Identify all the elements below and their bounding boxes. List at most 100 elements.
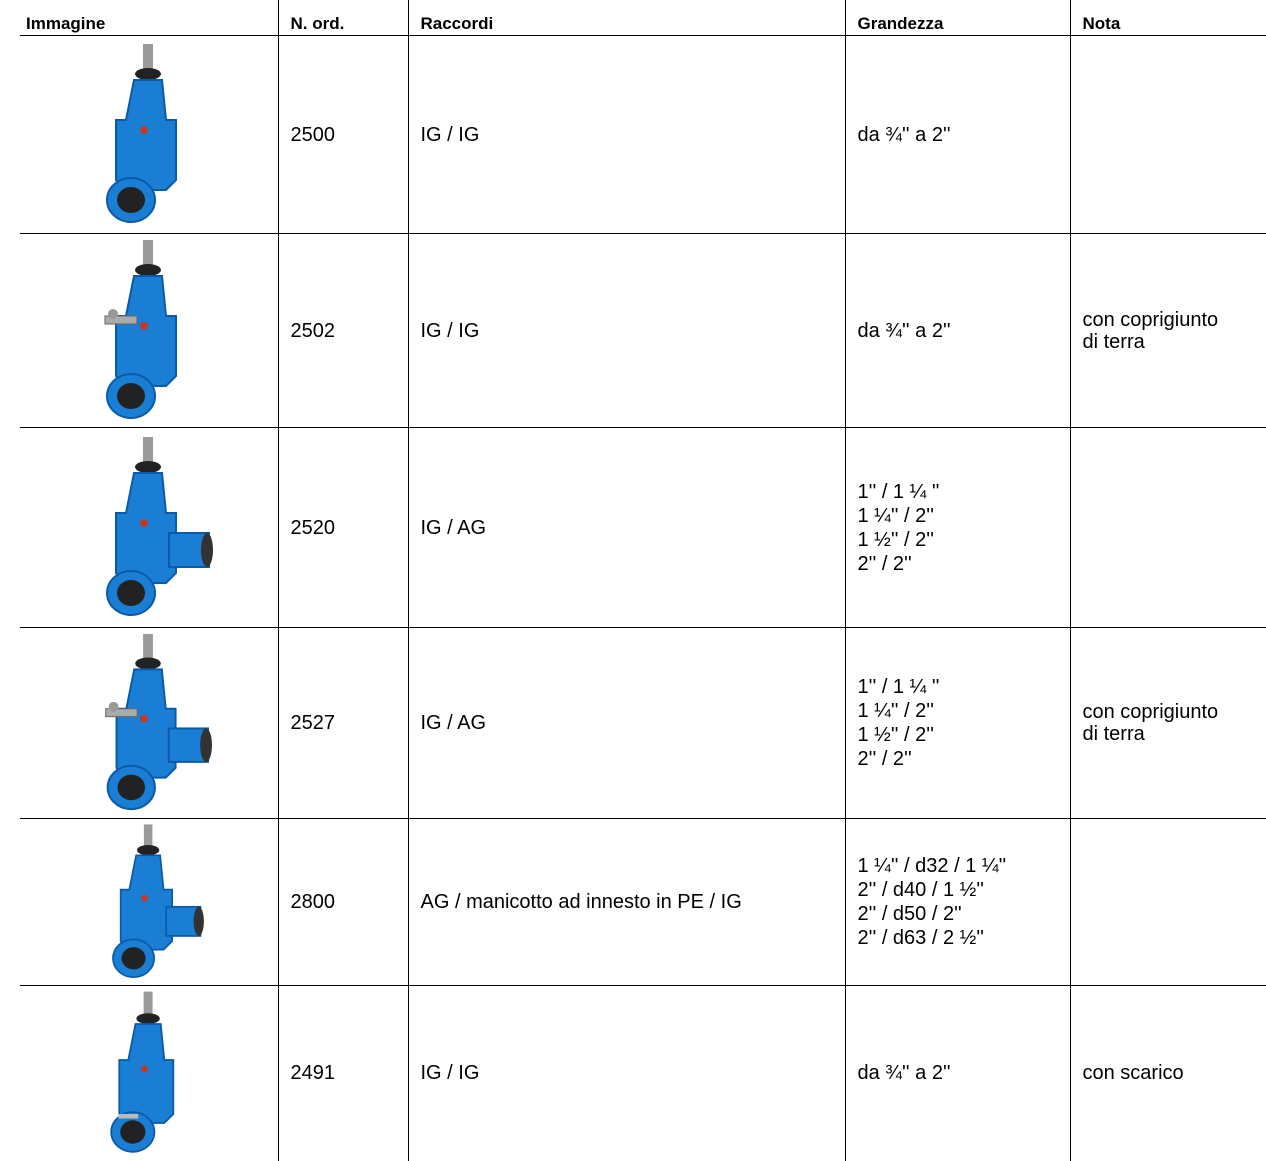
column-header: N. ord. <box>277 0 409 36</box>
valve-image <box>105 43 177 223</box>
column-header: Grandezza <box>844 0 1071 36</box>
size-cell: da ¾'' a 2'' <box>844 985 1071 1161</box>
size-line: 1 ½'' / 2'' <box>857 724 934 746</box>
valve-part <box>140 1065 148 1073</box>
size-line: 1 ¼'' / d32 / 1 ¼'' <box>857 855 1007 877</box>
size-line: 1'' / 1 ¼ '' <box>857 676 940 698</box>
image-cell <box>20 985 279 1161</box>
column-header: Immagine <box>20 0 279 36</box>
valve-part <box>119 853 173 951</box>
product-table: Immagine N. ord. Raccordi Grandezza Nota 250… <box>20 0 1266 1161</box>
connections: IG / AG <box>407 427 846 628</box>
note-line: di terra <box>1082 330 1145 353</box>
valve-part <box>134 67 161 80</box>
order-number: 2527 <box>277 627 409 819</box>
note-cell: con coprigiunto di terra <box>1069 233 1266 428</box>
note-cell <box>1069 427 1266 628</box>
note-line: con coprigiunto <box>1082 308 1219 331</box>
order-number: 2520 <box>277 427 409 628</box>
order-number: 2500 <box>277 35 409 234</box>
size-line: 2'' / d40 / 1 ½'' <box>857 879 984 901</box>
valve-image <box>104 633 212 810</box>
note-cell: con coprigiunto di terra <box>1069 627 1266 819</box>
valve-part <box>114 274 177 387</box>
valve-image <box>104 239 177 419</box>
valve-image <box>105 436 213 616</box>
valve-part <box>107 308 118 319</box>
valve-part <box>134 263 161 276</box>
size-line: 1'' / 1 ¼ '' <box>857 480 940 503</box>
size-cell: 1'' / 1 ¼ '' 1 ¼'' / 2'' 1 ½'' / 2'' 2'' / … <box>844 427 1071 628</box>
valve-image <box>111 823 204 978</box>
size-line: da ¾'' a 2'' <box>857 123 951 146</box>
table-row: 2800 AG / manicotto ad innesto in PE / IG… <box>20 818 1266 986</box>
connections: IG / AG <box>407 627 846 819</box>
connections: IG / IG <box>407 35 846 234</box>
image-cell <box>20 627 279 819</box>
image-cell <box>20 427 279 628</box>
column-header: Raccordi <box>407 0 846 36</box>
size-line: 1 ¼'' / 2'' <box>857 504 934 527</box>
size-line: 1 ¼'' / 2'' <box>857 700 934 722</box>
table-row: 2527 IG / AG 1'' / 1 ¼ '' 1 ¼'' / 2'' 1 ½'' … <box>20 627 1266 819</box>
valve-part <box>117 774 145 800</box>
size-line: 2'' / d50 / 2'' <box>857 903 962 925</box>
valve-part <box>200 532 213 567</box>
valve-part <box>139 321 148 330</box>
connections: IG / IG <box>407 233 846 428</box>
size-cell: da ¾'' a 2'' <box>844 233 1071 428</box>
table-row: 2520 IG / AG 1'' / 1 ¼ '' 1 ¼'' / 2'' 1 ½'' … <box>20 427 1266 628</box>
order-number: 2800 <box>277 818 409 986</box>
image-cell <box>20 233 279 428</box>
valve-part <box>116 579 145 606</box>
note-line: con scarico <box>1082 1062 1184 1085</box>
size-cell: da ¾'' a 2'' <box>844 35 1071 234</box>
connections: AG / manicotto ad innesto in PE / IG <box>407 818 846 986</box>
valve-part <box>139 518 148 527</box>
valve-part <box>121 946 146 969</box>
valve-part <box>139 714 148 723</box>
size-line: da ¾'' a 2'' <box>857 1062 951 1085</box>
valve-image <box>110 991 174 1153</box>
table-row: 2500 IG / IG da ¾'' a 2'' <box>20 35 1266 234</box>
valve-part <box>116 186 145 213</box>
table-row: 2491 IG / IG da ¾'' a 2'' con scarico <box>20 985 1266 1161</box>
valve-part <box>114 471 177 584</box>
size-line: da ¾'' a 2'' <box>857 319 951 342</box>
valve-part <box>104 707 138 717</box>
valve-part <box>193 906 204 936</box>
valve-part <box>136 844 160 855</box>
size-cell: 1'' / 1 ¼ '' 1 ¼'' / 2'' 1 ½'' / 2'' 2'' / … <box>844 627 1071 819</box>
size-line: 1 ½'' / 2'' <box>857 528 934 551</box>
valve-part <box>118 1113 138 1119</box>
valve-part <box>115 667 177 779</box>
image-cell <box>20 35 279 234</box>
note-cell: con scarico <box>1069 985 1266 1161</box>
valve-part <box>118 1022 174 1124</box>
note-cell <box>1069 818 1266 986</box>
order-number: 2502 <box>277 233 409 428</box>
valve-part <box>143 991 153 1015</box>
table-body: 2500 IG / IG da ¾'' a 2'' 2502 IG / IG da ¾''… <box>20 35 1266 1161</box>
valve-part <box>108 701 119 712</box>
size-line: 2'' / 2'' <box>857 748 912 770</box>
order-number: 2491 <box>277 985 409 1161</box>
valve-part <box>136 1012 160 1024</box>
image-cell <box>20 818 279 986</box>
note-line: di terra <box>1082 723 1145 745</box>
valve-part <box>142 43 153 70</box>
valve-part <box>116 382 145 409</box>
connections: IG / IG <box>407 985 846 1161</box>
size-cell: 1 ¼'' / d32 / 1 ¼'' 2'' / d40 / 1 ½'' 2'' … <box>844 818 1071 986</box>
valve-part <box>119 1120 146 1144</box>
valve-part <box>134 460 161 473</box>
valve-part <box>139 125 148 134</box>
valve-part <box>142 239 153 266</box>
size-line: 2'' / 2'' <box>857 552 912 575</box>
valve-part <box>134 657 161 669</box>
valve-part <box>104 315 138 324</box>
table-row: 2502 IG / IG da ¾'' a 2'' con coprigiunto di… <box>20 233 1266 428</box>
valve-part <box>114 78 177 191</box>
size-line: 2'' / d63 / 2 ½'' <box>857 927 984 949</box>
